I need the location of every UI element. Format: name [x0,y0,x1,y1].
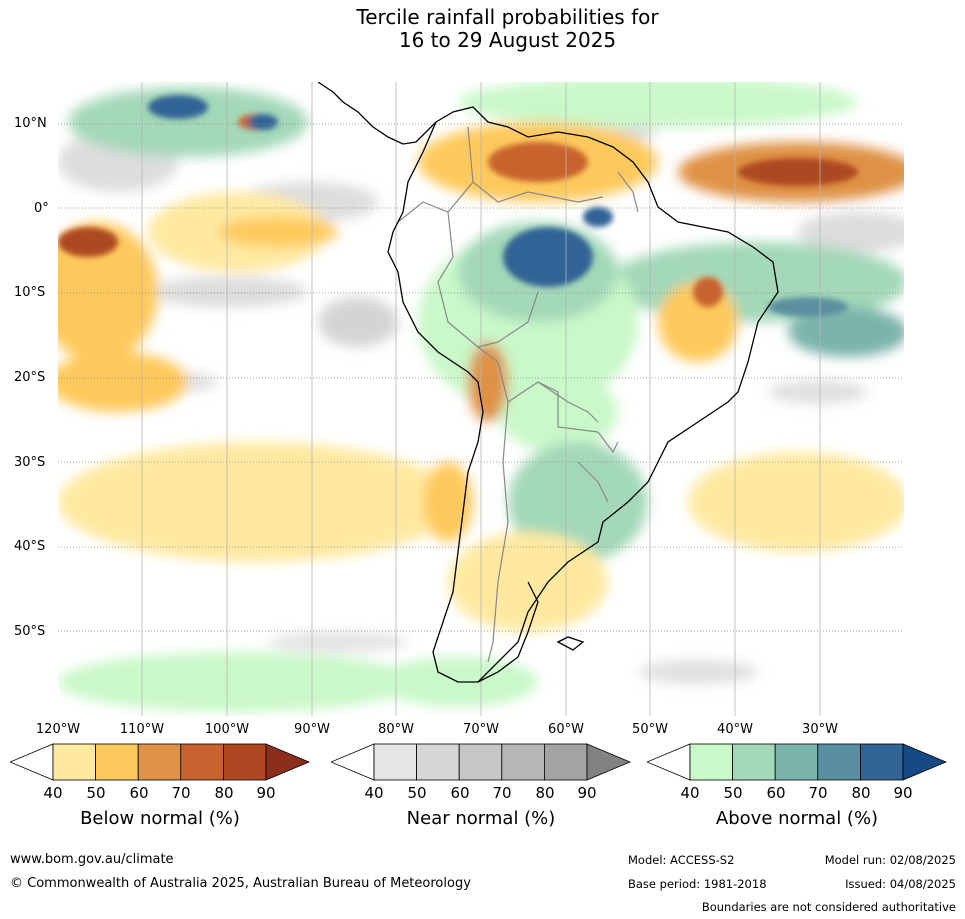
colorbar-above-normal [645,743,948,785]
country-borders [397,126,639,663]
below-tick-50: 50 [86,784,106,802]
near-tick-90: 90 [577,784,597,802]
near-tick-50: 50 [407,784,427,802]
footer-copyright: © Commonwealth of Australia 2025, Austra… [10,876,471,891]
colorbar-swatch [774,743,819,781]
near-tick-60: 60 [450,784,470,802]
colorbar-swatch [222,743,267,781]
colorbar-below-normal-svg [8,743,311,781]
lat-label-10s: 10°S [14,285,46,300]
colorbar-over-triangle [902,743,948,781]
colorbar-above-title: Above normal (%) [715,808,879,829]
lat-label-10n: 10°N [14,116,47,131]
above-tick-90: 90 [893,784,913,802]
colorbar-swatch [373,743,417,781]
lon-label-100w: 100°W [204,722,250,737]
lat-label-30s: 30°S [14,455,46,470]
lat-label-20s: 20°S [14,370,46,385]
probability-field-strong [58,95,858,317]
lon-label-40w: 40°W [717,722,753,737]
near-tick-80: 80 [535,784,555,802]
colorbar-swatch [137,743,182,781]
colorbar-below-title: Below normal (%) [80,808,240,829]
colorbar-swatch [95,743,139,781]
below-tick-40: 40 [43,784,63,802]
rainfall-probability-map [58,82,904,716]
lon-label-120w: 120°W [35,722,81,737]
lon-label-110w: 110°W [119,722,165,737]
lon-label-70w: 70°W [463,722,499,737]
colorbar-swatch [501,743,545,781]
colorbar-swatch [732,743,776,781]
above-tick-50: 50 [723,784,743,802]
map-svg [58,82,904,716]
colorbar-near-normal [329,743,632,785]
colorbar-swatch [180,743,224,781]
footer-website: www.bom.gov.au/climate [10,852,174,867]
lat-label-0: 0° [34,201,49,216]
colorbar-above-normal-svg [645,743,948,781]
lon-label-60w: 60°W [548,722,584,737]
near-tick-70: 70 [492,784,512,802]
lon-label-90w: 90°W [294,722,330,737]
footer-base-period: Base period: 1981-2018 [628,877,767,891]
map-title-line-2: 16 to 29 August 2025 [398,28,617,52]
footer-disclaimer: Boundaries are not considered authoritat… [701,900,956,914]
colorbar-swatch [817,743,861,781]
colorbar-swatch [543,743,588,781]
above-tick-70: 70 [808,784,828,802]
colorbar-below-normal [8,743,311,785]
colorbar-under-triangle [8,743,54,781]
footer-model-run: Model run: 02/08/2025 [824,853,956,867]
colorbar-swatch [859,743,904,781]
near-tick-40: 40 [364,784,384,802]
colorbar-swatch [458,743,503,781]
lon-label-30w: 30°W [802,722,838,737]
colorbar-over-triangle [586,743,632,781]
meridians [141,82,821,716]
colorbar-under-triangle [329,743,375,781]
colorbar-near-normal-svg [329,743,632,781]
colorbar-over-triangle [265,743,311,781]
footer-model: Model: ACCESS-S2 [628,853,735,867]
lon-label-50w: 50°W [632,722,668,737]
coastline [317,82,779,683]
colorbar-swatch [52,743,96,781]
colorbar-swatch [689,743,733,781]
colorbar-near-title: Near normal (%) [406,808,556,829]
lon-label-80w: 80°W [378,722,414,737]
map-title-line-1: Tercile rainfall probabilities for [356,5,659,29]
below-tick-80: 80 [214,784,234,802]
above-tick-40: 40 [680,784,700,802]
below-tick-60: 60 [129,784,149,802]
below-tick-70: 70 [171,784,191,802]
lat-label-50s: 50°S [14,624,46,639]
probability-field [58,82,904,712]
lat-label-40s: 40°S [14,539,46,554]
above-tick-60: 60 [766,784,786,802]
footer-issued: Issued: 04/08/2025 [845,877,956,891]
colorbar-under-triangle [645,743,691,781]
above-tick-80: 80 [851,784,871,802]
below-tick-90: 90 [256,784,276,802]
colorbar-swatch [416,743,460,781]
